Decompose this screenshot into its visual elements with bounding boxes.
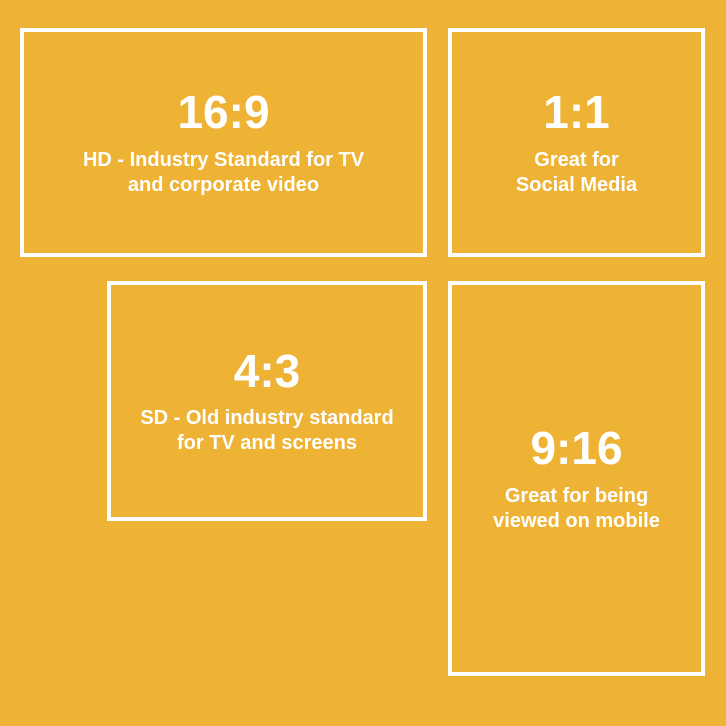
aspect-description: Great for being viewed on mobile	[493, 484, 660, 534]
aspect-description: Great for Social Media	[516, 148, 637, 198]
aspect-ratio-label: 9:16	[530, 423, 622, 474]
aspect-ratio-label: 4:3	[234, 346, 300, 397]
aspect-ratio-label: 16:9	[177, 87, 269, 138]
aspect-box-1-1: 1:1 Great for Social Media	[448, 28, 705, 257]
aspect-box-4-3: 4:3 SD - Old industry standard for TV an…	[107, 281, 427, 521]
aspect-description: HD - Industry Standard for TV and corpor…	[83, 148, 364, 198]
aspect-box-9-16: 9:16 Great for being viewed on mobile	[448, 281, 705, 676]
aspect-description: SD - Old industry standard for TV and sc…	[140, 406, 393, 456]
aspect-box-16-9: 16:9 HD - Industry Standard for TV and c…	[20, 28, 427, 257]
aspect-ratio-label: 1:1	[543, 87, 609, 138]
